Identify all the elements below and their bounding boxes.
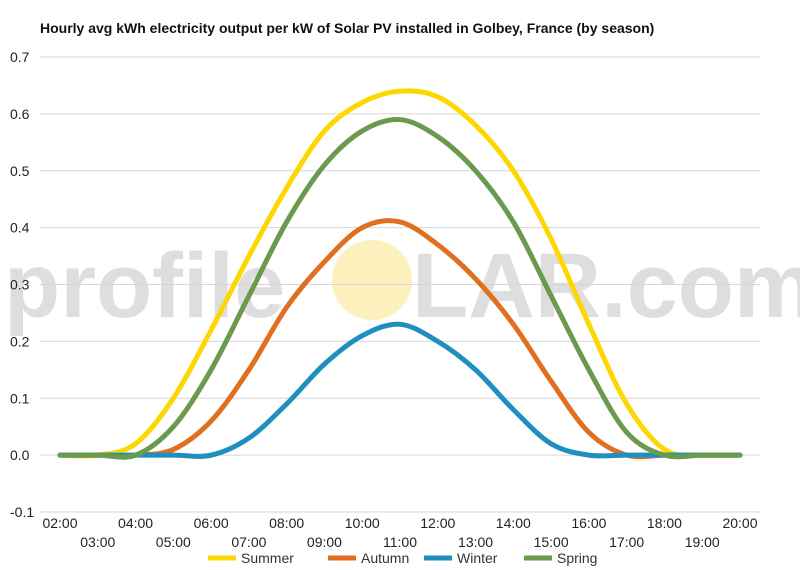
x-tick-label: 05:00 <box>156 534 191 550</box>
y-tick-label: 0.3 <box>10 277 30 293</box>
grid <box>40 56 760 513</box>
x-tick-label: 10:00 <box>345 515 380 531</box>
plot-area <box>57 88 743 460</box>
x-axis: 02:0003:0004:0005:0006:0007:0008:0009:00… <box>42 515 757 550</box>
legend-item-spring: Spring <box>524 550 597 566</box>
x-tick-label: 06:00 <box>194 515 229 531</box>
x-tick-label: 13:00 <box>458 534 493 550</box>
x-tick-label: 12:00 <box>420 515 455 531</box>
series-line-summer <box>57 88 743 459</box>
x-tick-label: 18:00 <box>647 515 682 531</box>
legend-label: Spring <box>557 550 597 566</box>
y-tick-label: 0.2 <box>10 333 30 349</box>
x-tick-label: 03:00 <box>80 534 115 550</box>
y-tick-label: 0.0 <box>10 447 30 463</box>
chart-title: Hourly avg kWh electricity output per kW… <box>40 20 654 36</box>
y-tick-label: 0.1 <box>10 390 30 406</box>
x-tick-label: 17:00 <box>609 534 644 550</box>
watermark-sun <box>332 240 412 320</box>
x-tick-label: 19:00 <box>685 534 720 550</box>
y-tick-label: 0.7 <box>10 49 30 65</box>
x-tick-label: 14:00 <box>496 515 531 531</box>
x-tick-label: 16:00 <box>571 515 606 531</box>
x-tick-label: 09:00 <box>307 534 342 550</box>
x-tick-label: 08:00 <box>269 515 304 531</box>
x-tick-label: 20:00 <box>722 515 757 531</box>
legend-label: Autumn <box>361 550 409 566</box>
legend-item-autumn: Autumn <box>328 550 409 566</box>
legend-item-winter: Winter <box>424 550 498 566</box>
y-tick-label: 0.4 <box>10 220 30 236</box>
legend-label: Summer <box>241 550 294 566</box>
x-tick-label: 02:00 <box>42 515 77 531</box>
y-tick-label: 0.6 <box>10 106 30 122</box>
x-tick-label: 04:00 <box>118 515 153 531</box>
legend-label: Winter <box>457 550 498 566</box>
y-tick-label: 0.5 <box>10 163 30 179</box>
legend-item-summer: Summer <box>208 550 294 566</box>
y-tick-label: -0.1 <box>10 504 34 520</box>
x-tick-label: 07:00 <box>231 534 266 550</box>
watermark: profile LAR.com <box>4 235 800 337</box>
legend: Summer Autumn Winter Spring <box>208 550 597 566</box>
series-line-winter <box>57 321 743 459</box>
x-tick-label: 15:00 <box>534 534 569 550</box>
y-axis: 0.7 0.6 0.5 0.4 0.3 0.2 0.1 0.0 -0.1 <box>10 49 34 520</box>
watermark-right: LAR.com <box>412 235 800 337</box>
x-tick-label: 11:00 <box>383 534 417 550</box>
series-line-spring <box>57 116 743 460</box>
watermark-left: profile <box>4 235 285 337</box>
